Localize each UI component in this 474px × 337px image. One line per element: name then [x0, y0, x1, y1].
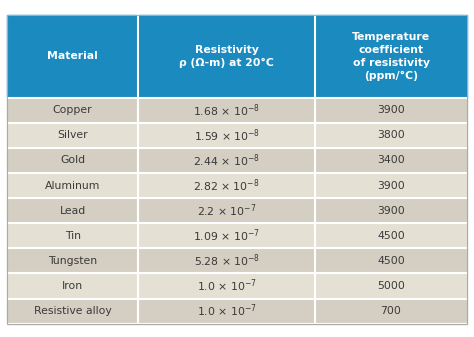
Text: 2.82 × 10$^{-8}$: 2.82 × 10$^{-8}$	[193, 177, 260, 194]
Text: 1.59 × 10$^{-8}$: 1.59 × 10$^{-8}$	[193, 127, 260, 144]
Bar	[7, 274, 138, 299]
Text: Temperature
coefficient
of resistivity
(ppm/°C): Temperature coefficient of resistivity (…	[352, 32, 430, 81]
Text: 2.2 × 10$^{-7}$: 2.2 × 10$^{-7}$	[197, 203, 256, 219]
Text: Tungsten: Tungsten	[48, 256, 97, 266]
Text: Gold: Gold	[60, 155, 85, 165]
Text: 1.09 × 10$^{-7}$: 1.09 × 10$^{-7}$	[193, 227, 260, 244]
Text: Lead: Lead	[60, 206, 86, 216]
Bar	[7, 248, 138, 274]
Bar	[138, 274, 315, 299]
Bar	[315, 198, 467, 223]
Bar	[138, 123, 315, 148]
Bar	[138, 98, 315, 123]
Bar	[315, 299, 467, 324]
Bar	[315, 223, 467, 248]
Text: 3900: 3900	[377, 181, 405, 191]
Text: 3800: 3800	[377, 130, 405, 141]
Bar	[315, 173, 467, 198]
Bar	[7, 299, 138, 324]
Text: 4500: 4500	[377, 256, 405, 266]
Text: 4500: 4500	[377, 231, 405, 241]
Text: Silver: Silver	[57, 130, 88, 141]
Bar	[315, 98, 467, 123]
Bar	[315, 123, 467, 148]
Bar	[138, 173, 315, 198]
Text: 5.28 × 10$^{-8}$: 5.28 × 10$^{-8}$	[193, 253, 260, 269]
Text: Resistive alloy: Resistive alloy	[34, 306, 111, 316]
Text: Copper: Copper	[53, 105, 92, 115]
Text: Resistivity
ρ (Ω-m) at 20°C: Resistivity ρ (Ω-m) at 20°C	[179, 45, 274, 68]
Bar	[7, 223, 138, 248]
Bar	[138, 198, 315, 223]
Bar	[7, 148, 138, 173]
Text: 3900: 3900	[377, 206, 405, 216]
Bar	[7, 198, 138, 223]
Text: 3400: 3400	[377, 155, 405, 165]
Text: Aluminum: Aluminum	[45, 181, 100, 191]
Bar	[138, 248, 315, 274]
Text: 2.44 × 10$^{-8}$: 2.44 × 10$^{-8}$	[193, 152, 260, 169]
Text: Material: Material	[47, 52, 98, 61]
Bar	[7, 98, 138, 123]
Text: 5000: 5000	[377, 281, 405, 291]
Bar	[138, 223, 315, 248]
Bar	[315, 148, 467, 173]
Bar	[7, 173, 138, 198]
Text: Tin: Tin	[64, 231, 81, 241]
Bar	[138, 299, 315, 324]
Bar	[7, 123, 138, 148]
Text: Iron: Iron	[62, 281, 83, 291]
Bar	[315, 274, 467, 299]
Text: 1.0 × 10$^{-7}$: 1.0 × 10$^{-7}$	[197, 278, 256, 294]
Text: 3900: 3900	[377, 105, 405, 115]
Bar	[315, 248, 467, 274]
Text: 700: 700	[381, 306, 401, 316]
Text: 1.68 × 10$^{-8}$: 1.68 × 10$^{-8}$	[193, 102, 260, 119]
Bar	[138, 148, 315, 173]
Text: 1.0 × 10$^{-7}$: 1.0 × 10$^{-7}$	[197, 303, 256, 319]
